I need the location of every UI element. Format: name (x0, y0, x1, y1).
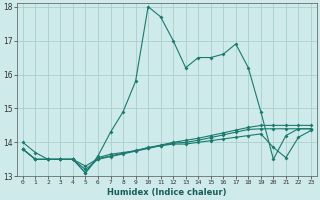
X-axis label: Humidex (Indice chaleur): Humidex (Indice chaleur) (107, 188, 227, 197)
